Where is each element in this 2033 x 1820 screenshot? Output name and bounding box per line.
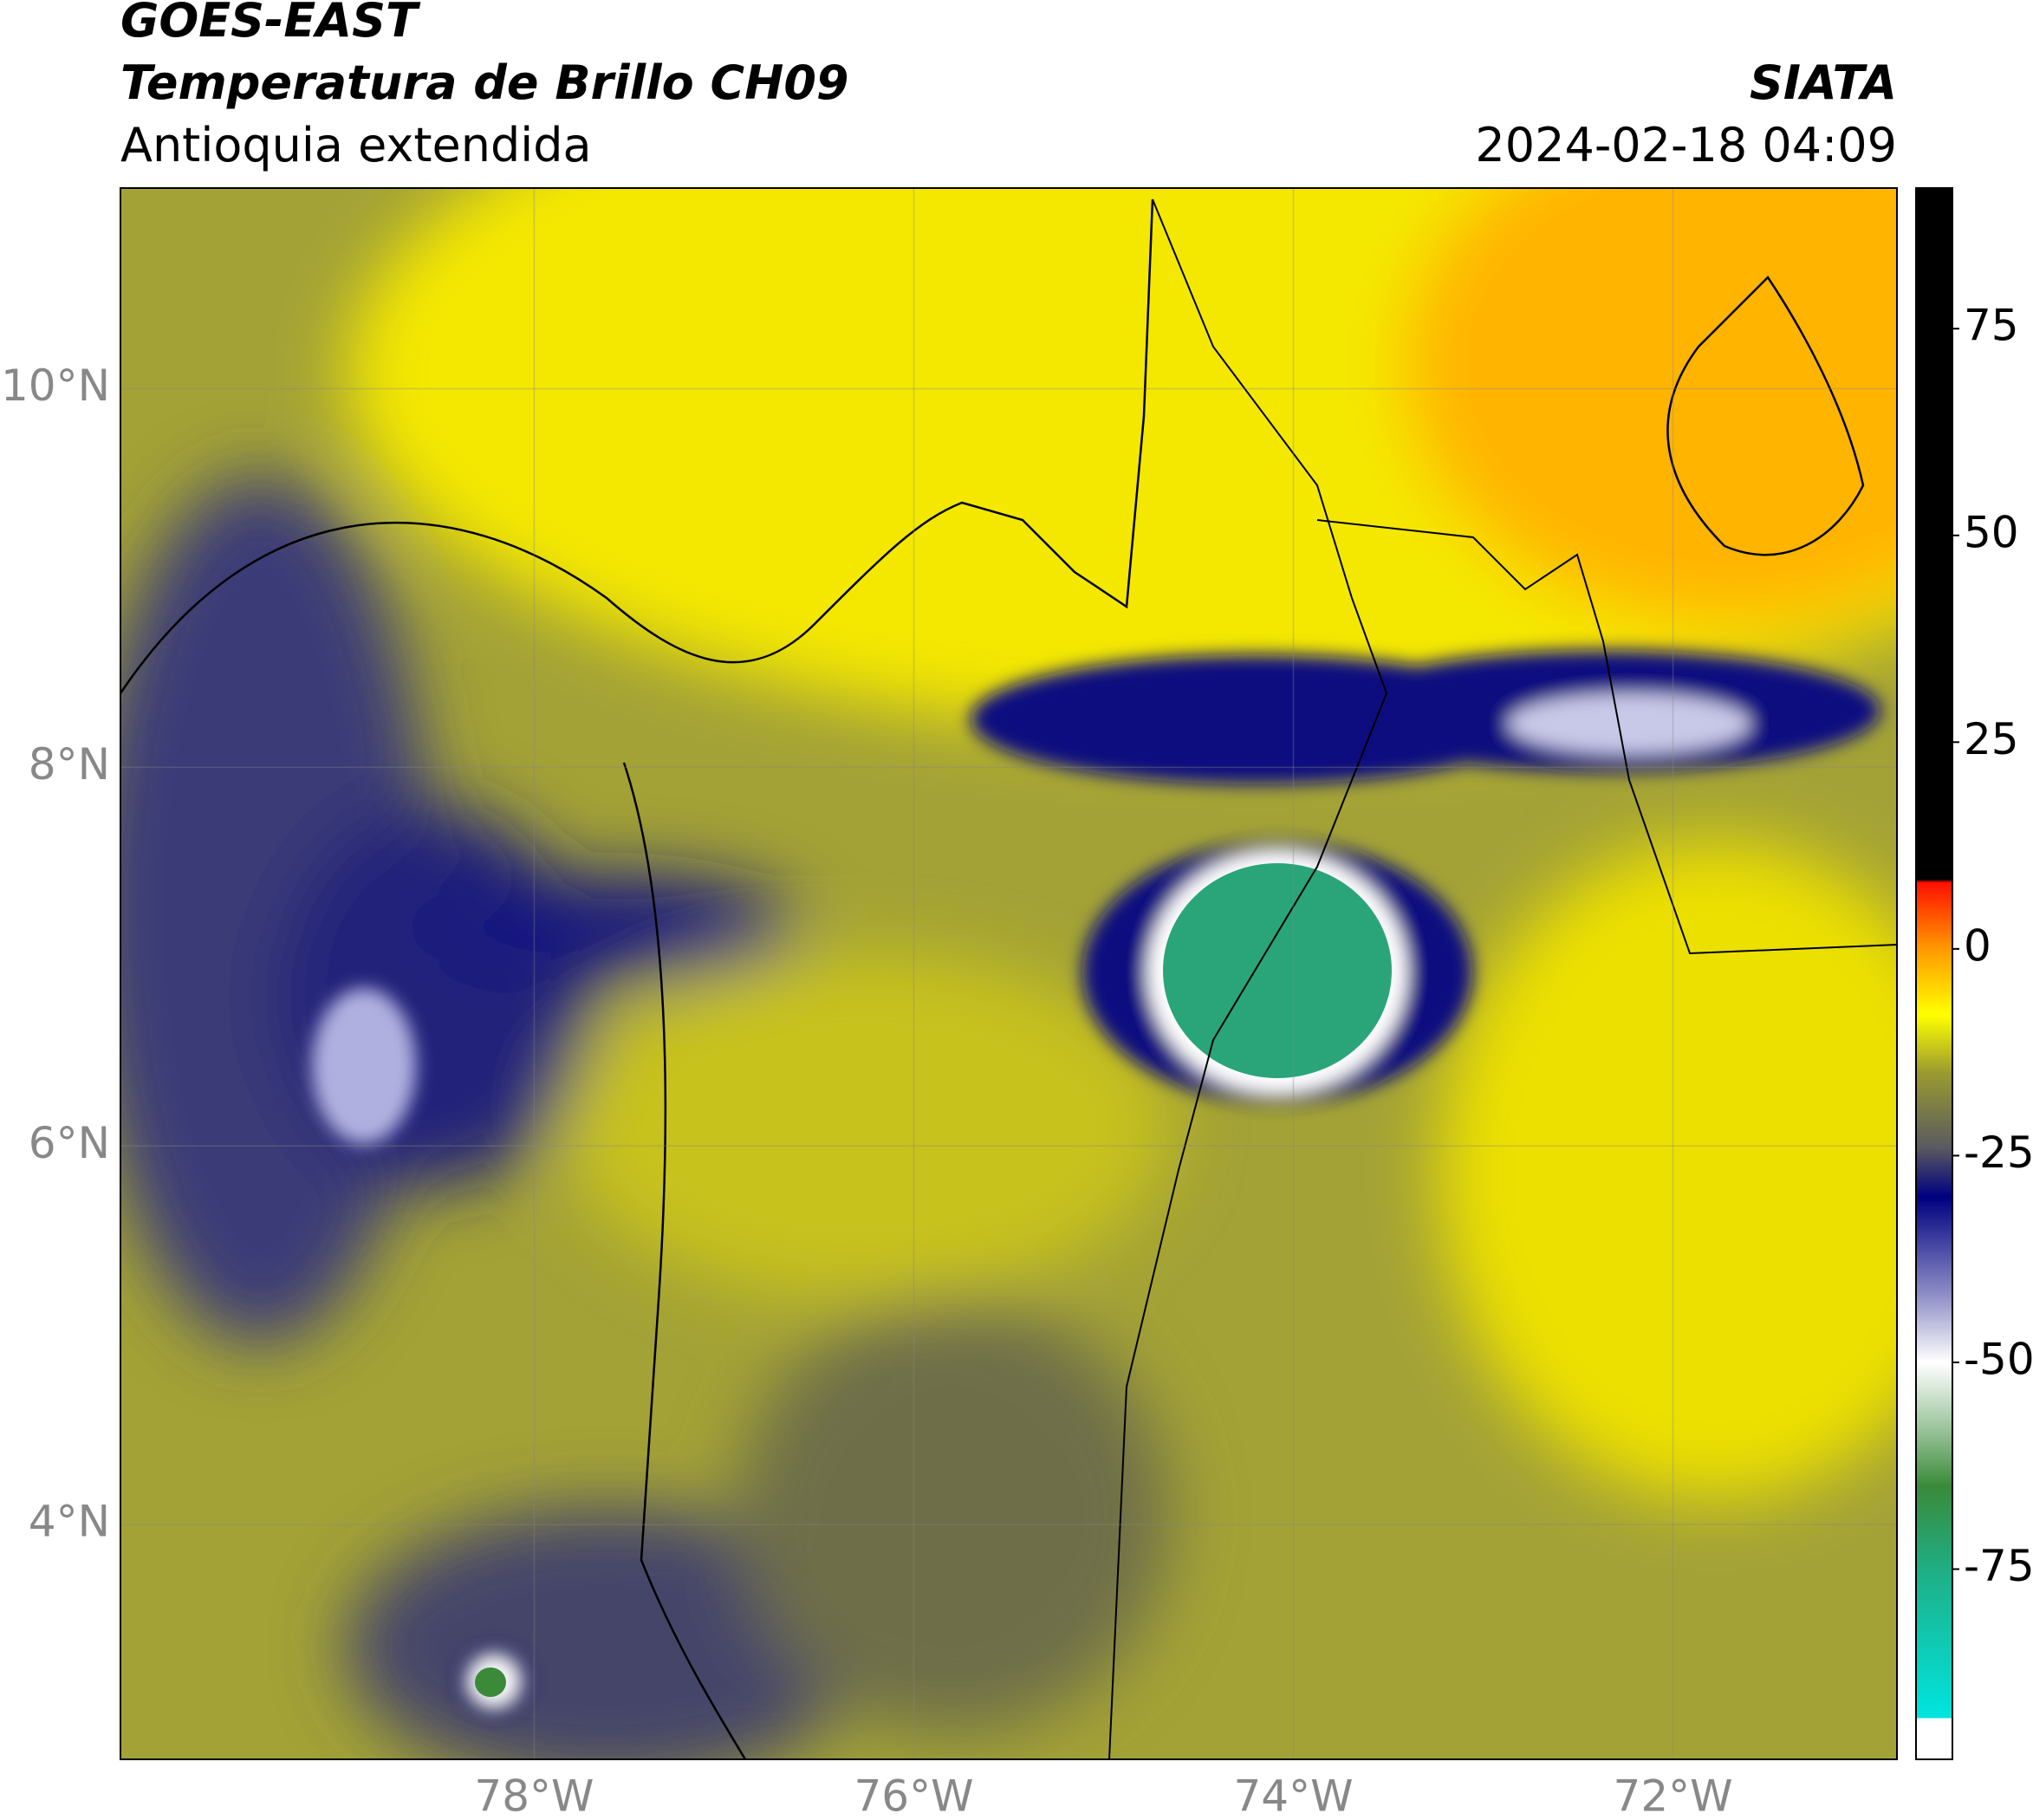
lat-tick-label: 10°N — [1, 361, 110, 411]
lon-tick-label: 76°W — [854, 1771, 973, 1820]
map-frame — [120, 187, 1898, 1760]
lat-tick-label: 8°N — [29, 739, 110, 790]
satellite-image — [120, 188, 1897, 1759]
source: SIATA — [1750, 55, 1897, 110]
lat-tick-label: 6°N — [29, 1118, 110, 1168]
colorbar-tick-label: -75 — [1964, 1541, 2033, 1591]
colorbar-tick-label: 75 — [1964, 301, 2019, 351]
colorbar — [1915, 187, 1953, 1760]
colorbar-tick-label: 50 — [1964, 507, 2019, 557]
region: Antioquia extendida — [120, 118, 592, 172]
colorbar-tick-label: -25 — [1964, 1128, 2033, 1178]
title: GOES-EAST — [120, 0, 421, 48]
lon-tick-label: 72°W — [1614, 1771, 1733, 1820]
lon-tick-label: 74°W — [1233, 1771, 1353, 1820]
lon-tick-label: 78°W — [474, 1771, 594, 1820]
subtitle: Temperatura de Brillo CH09 — [120, 55, 849, 110]
datetime: 2024-02-18 04:09 — [1475, 118, 1897, 172]
colorbar-tick-label: 25 — [1964, 714, 2019, 764]
colorbar-tick-label: -50 — [1964, 1334, 2033, 1384]
lat-tick-label: 4°N — [29, 1497, 110, 1547]
colorbar-tick-label: 0 — [1964, 920, 1991, 971]
